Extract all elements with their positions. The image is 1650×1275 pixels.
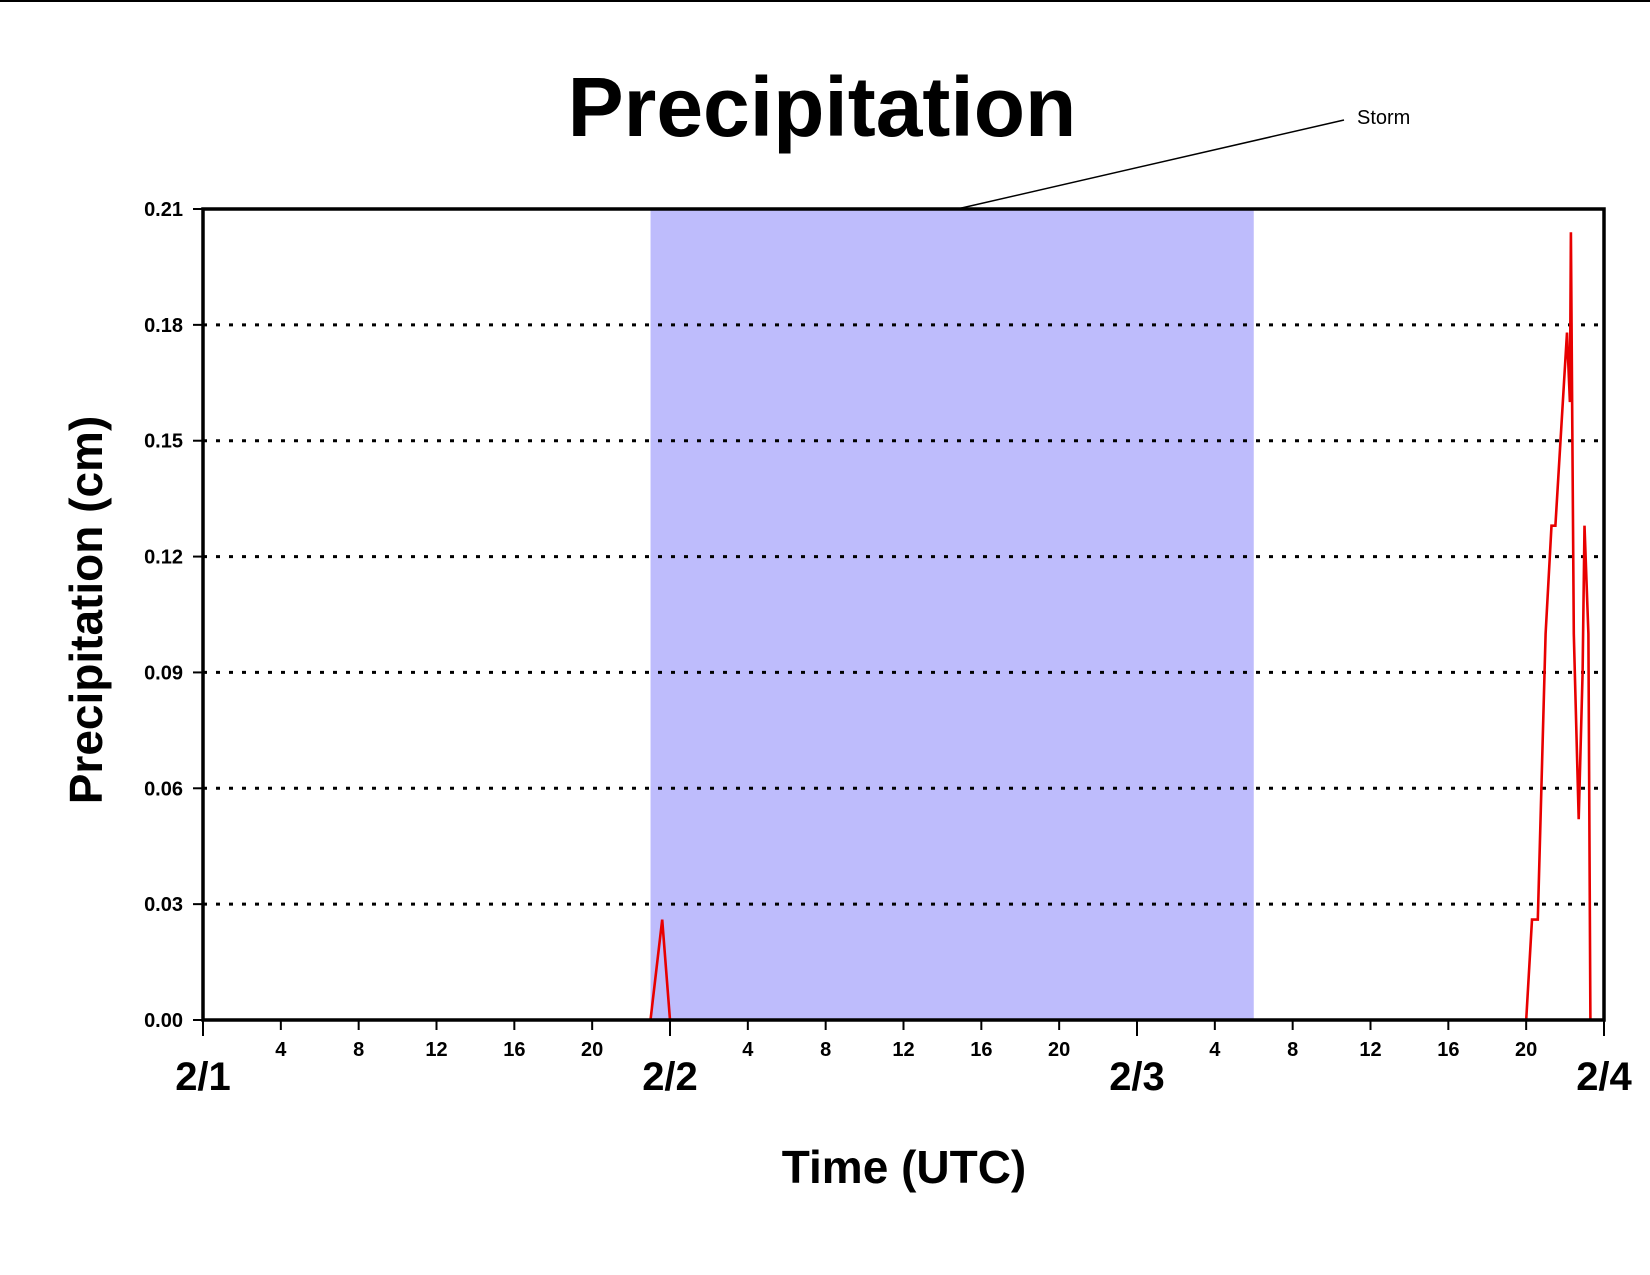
y-tick-label: 0.03 [144,894,183,916]
storm-annotation-label: Storm [1357,107,1410,129]
x-axis-title: Time (UTC) [782,1141,1027,1193]
y-tick-label: 0.21 [144,199,183,221]
x-hour-label: 8 [1287,1039,1298,1061]
y-tick-label: 0.06 [144,778,183,800]
y-tick-label: 0.18 [144,315,183,337]
y-axis-title: Precipitation (cm) [60,416,112,805]
x-hour-label: 16 [1437,1039,1459,1061]
storm-shaded-region [650,209,1254,1020]
x-date-label: 2/1 [175,1055,231,1099]
x-date-label: 2/3 [1109,1055,1165,1099]
top-border-line [0,0,1650,2]
x-hour-label: 20 [1515,1039,1537,1061]
x-hour-label: 20 [581,1039,603,1061]
y-tick-label: 0.12 [144,547,183,569]
y-tick-label: 0.00 [144,1010,183,1032]
x-hour-label: 16 [970,1039,992,1061]
storm-annotation-leader-line [956,119,1345,210]
x-axis-ticks: 4 8 12 16 20 4 8 12 16 20 4 8 12 16 20 2/1 2/2 2/3 2/4 [175,1020,1633,1099]
x-hour-label: 8 [820,1039,831,1061]
chart-title: Precipitation [568,60,1077,154]
x-hour-label: 4 [275,1039,287,1061]
x-hour-label: 12 [1359,1039,1381,1061]
x-date-label: 2/4 [1576,1055,1632,1099]
x-date-label: 2/2 [642,1055,698,1099]
x-hour-label: 12 [425,1039,447,1061]
y-tick-label: 0.09 [144,662,183,684]
x-hour-label: 12 [892,1039,914,1061]
x-hour-label: 16 [503,1039,525,1061]
x-hour-label: 20 [1048,1039,1070,1061]
x-hour-label: 4 [1209,1039,1221,1061]
y-tick-label: 0.15 [144,431,183,453]
x-hour-label: 8 [353,1039,364,1061]
y-axis-ticks: 0.00 0.03 0.06 0.09 0.12 0.15 0.18 0.21 [144,199,203,1032]
x-hour-label: 4 [742,1039,754,1061]
